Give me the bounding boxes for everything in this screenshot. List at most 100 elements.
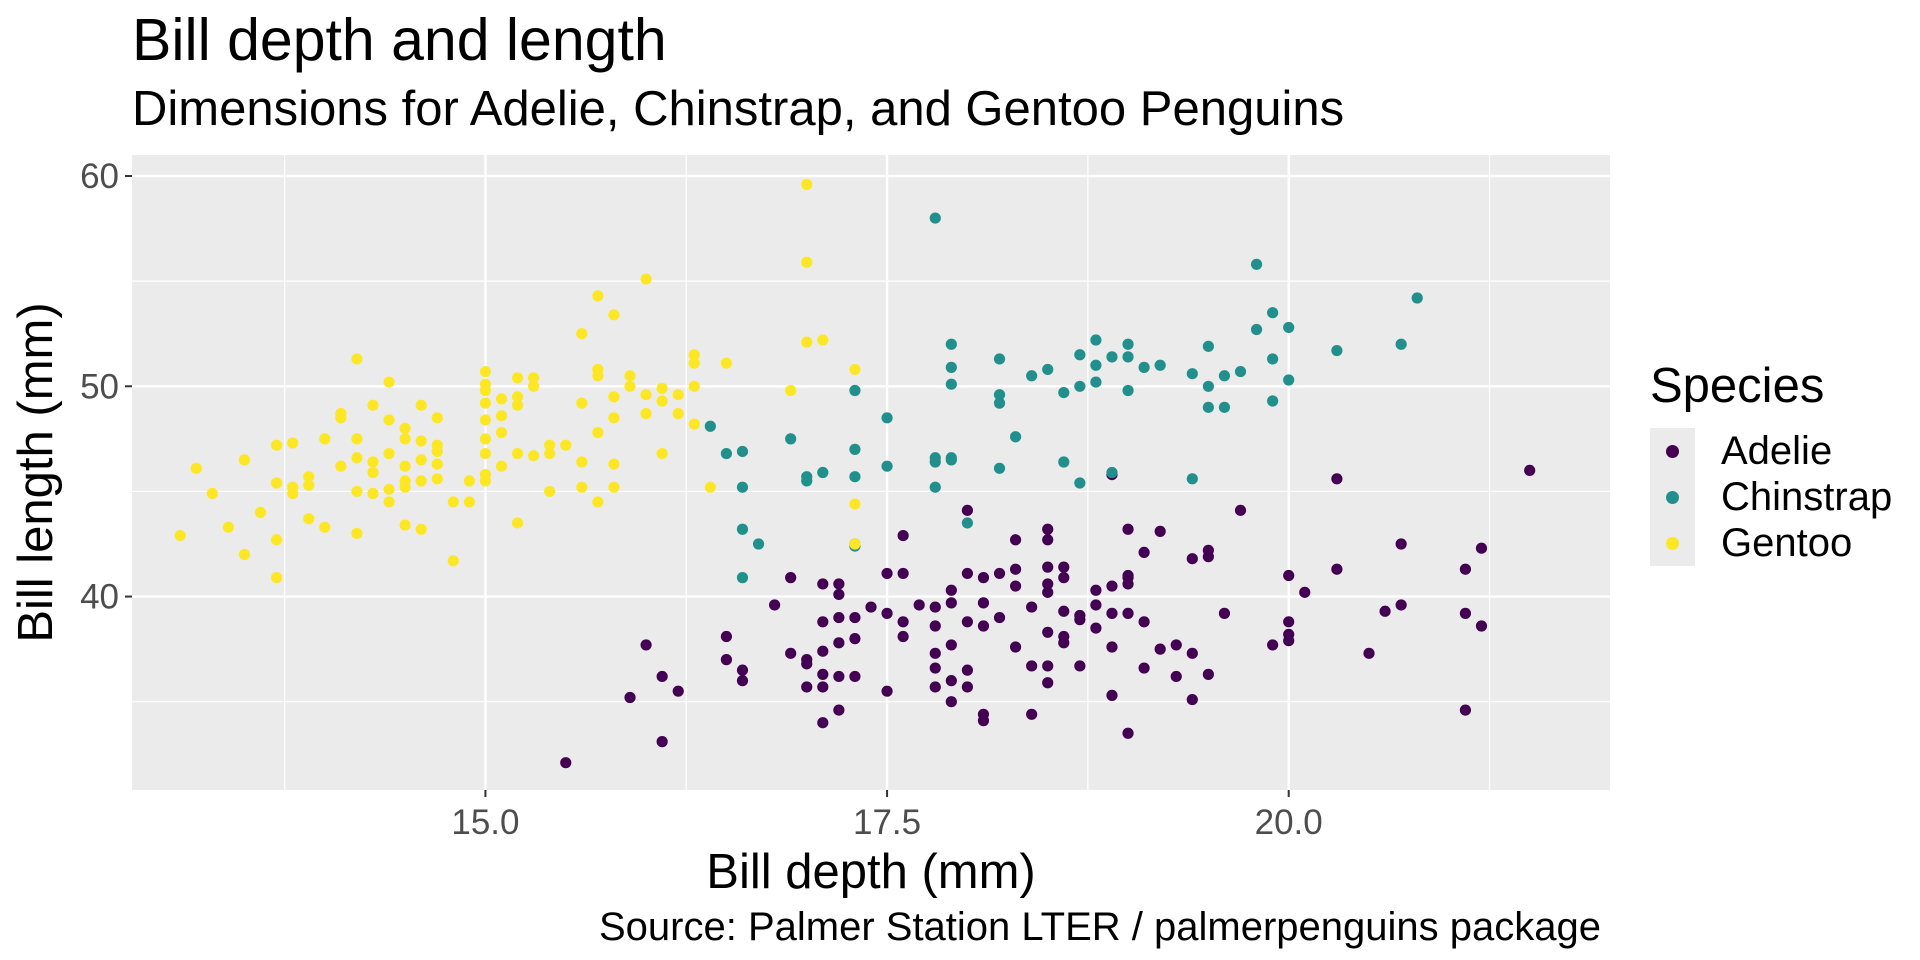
data-point <box>511 391 524 403</box>
data-point <box>399 422 411 434</box>
data-point <box>817 681 829 693</box>
data-point <box>945 696 957 708</box>
data-point <box>479 384 492 397</box>
data-point <box>351 527 363 540</box>
data-point <box>1411 292 1423 304</box>
data-point <box>704 481 716 493</box>
data-point <box>993 353 1006 365</box>
data-point <box>817 578 829 590</box>
data-point <box>303 479 315 491</box>
data-point <box>640 639 652 651</box>
data-point <box>1138 616 1150 628</box>
data-point <box>1042 561 1054 573</box>
data-point <box>270 572 283 584</box>
data-point <box>1042 626 1054 638</box>
data-point <box>672 408 684 420</box>
data-point <box>1395 338 1407 350</box>
data-point <box>1026 601 1038 613</box>
data-point <box>929 647 941 659</box>
data-point <box>1122 523 1134 535</box>
data-point <box>335 460 347 472</box>
data-point <box>1009 641 1022 653</box>
data-point <box>801 336 813 348</box>
data-point <box>736 445 749 458</box>
data-point <box>736 523 749 535</box>
data-point <box>736 675 749 687</box>
data-point <box>1267 395 1279 407</box>
data-point <box>961 616 973 628</box>
data-point <box>1058 637 1070 649</box>
data-point <box>1218 607 1231 619</box>
legend-key <box>1650 428 1695 474</box>
data-point <box>817 466 829 479</box>
data-point <box>1459 563 1472 575</box>
data-point <box>945 597 957 609</box>
data-point <box>1074 380 1086 392</box>
legend-key <box>1650 474 1695 520</box>
data-point <box>511 447 524 460</box>
data-point <box>287 487 299 500</box>
data-point <box>254 506 267 519</box>
data-point <box>1074 660 1086 672</box>
data-point <box>1234 504 1247 516</box>
data-point <box>479 414 492 426</box>
data-point <box>785 572 797 584</box>
data-point <box>270 534 283 546</box>
data-point <box>1042 586 1054 598</box>
data-point <box>785 433 797 445</box>
data-point <box>560 757 572 769</box>
data-point <box>656 670 668 683</box>
data-point <box>544 485 556 498</box>
data-point <box>736 664 749 676</box>
data-point <box>640 408 652 420</box>
data-point <box>1074 349 1086 361</box>
data-point <box>945 675 957 687</box>
data-point <box>929 212 941 224</box>
data-point <box>608 412 620 424</box>
data-point <box>1074 477 1086 489</box>
data-point <box>592 426 604 439</box>
data-point <box>1042 677 1054 689</box>
data-point <box>1106 607 1118 619</box>
data-point <box>1154 643 1166 655</box>
data-point <box>945 378 957 390</box>
y-tick-label: 50 <box>80 367 119 406</box>
data-point <box>399 519 411 531</box>
data-point <box>993 389 1006 401</box>
data-point <box>833 578 845 590</box>
data-point <box>624 380 636 392</box>
data-point <box>495 426 508 439</box>
data-point <box>576 456 588 468</box>
data-point <box>238 454 251 466</box>
data-point <box>1331 563 1343 575</box>
data-point <box>993 462 1006 474</box>
data-point <box>1122 338 1134 350</box>
data-point <box>1058 456 1070 468</box>
data-point <box>1042 534 1054 546</box>
data-point <box>785 384 797 397</box>
data-point <box>1170 639 1182 651</box>
data-point <box>736 481 749 493</box>
data-point <box>608 458 620 470</box>
data-point <box>287 437 299 449</box>
data-point <box>415 475 427 487</box>
data-point <box>817 668 829 680</box>
data-point <box>576 397 588 409</box>
data-point <box>1202 668 1214 680</box>
data-point <box>1524 464 1536 476</box>
data-point <box>1154 359 1166 371</box>
data-point <box>624 370 636 382</box>
data-point <box>929 681 941 693</box>
data-point <box>1090 334 1102 346</box>
legend-key <box>1650 520 1695 566</box>
data-point <box>1170 670 1182 683</box>
data-point <box>849 498 861 510</box>
data-point <box>865 601 877 613</box>
data-point <box>1186 368 1198 380</box>
data-point <box>1283 635 1295 647</box>
data-point <box>1138 546 1150 559</box>
data-point <box>672 685 684 697</box>
data-point <box>1267 307 1279 319</box>
data-point <box>528 372 540 384</box>
data-point <box>1122 569 1134 582</box>
